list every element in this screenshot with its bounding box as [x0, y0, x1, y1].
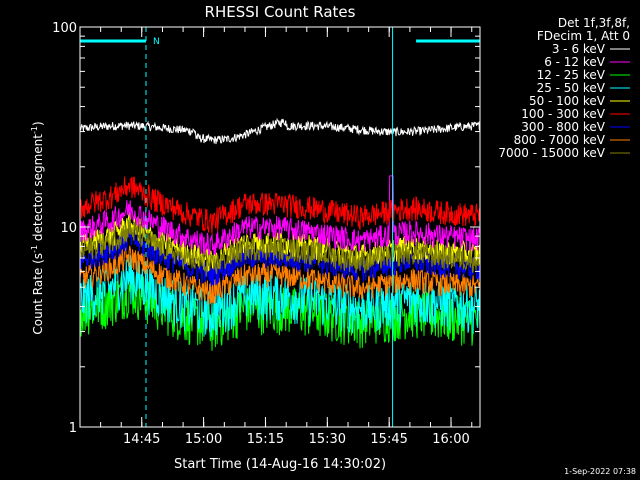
plot-area: N	[79, 27, 481, 427]
legend-label-9: 7000 - 15000 keV	[498, 146, 605, 160]
legend-label-2: 6 - 12 keV	[544, 55, 606, 69]
legend-label-5: 50 - 100 keV	[529, 94, 606, 108]
x-tick-label-4: 15:30	[309, 432, 346, 447]
footer-timestamp: 1-Sep-2022 07:38	[564, 467, 636, 476]
interval-bar-label-1: N	[153, 37, 160, 47]
legend: Det 1f,3f,8f, FDecim 1, Att 0 3 - 6 keV6…	[498, 16, 630, 160]
legend-label-6: 100 - 300 keV	[521, 107, 605, 121]
series-line-8	[79, 245, 481, 305]
y-axis-label-main: Count Rate (s	[31, 253, 45, 335]
y-tick-label-3: 100	[52, 21, 77, 36]
legend-label-7: 300 - 800 keV	[521, 120, 605, 134]
axes: 1 10 100 14:45 15:00 15:15 15:30 15:45 16:00	[52, 21, 481, 447]
legend-label-1: 3 - 6 keV	[552, 42, 606, 56]
x-tick-label-5: 15:45	[370, 432, 407, 447]
y-axis-label-sup1: -1	[30, 245, 39, 253]
legend-label-8: 800 - 7000 keV	[514, 133, 606, 147]
series-line-2	[79, 175, 481, 256]
x-tick-label-2: 15:00	[185, 432, 222, 447]
y-axis-label: Count Rate (s-1 detector segment-1)	[30, 121, 45, 334]
series-line-4	[79, 255, 481, 337]
legend-label-4: 25 - 50 keV	[537, 81, 606, 95]
legend-label-3: 12 - 25 keV	[537, 68, 606, 82]
series-line-9	[79, 220, 481, 277]
y-axis-label-mid: detector segment	[31, 134, 45, 245]
y-axis-label-sup2: -1	[30, 126, 39, 134]
x-tick-label-3: 15:15	[247, 432, 284, 447]
y-tick-label-1: 1	[69, 421, 77, 436]
legend-header-2: FDecim 1, Att 0	[537, 29, 630, 43]
y-axis-label-end: )	[31, 121, 45, 126]
x-tick-label-6: 16:00	[432, 432, 469, 447]
chart-title: RHESSI Count Rates	[205, 3, 356, 21]
legend-header-1: Det 1f,3f,8f,	[558, 16, 630, 30]
x-tick-label-1: 14:45	[123, 432, 160, 447]
series-line-1	[79, 117, 481, 145]
series-line-6	[79, 176, 481, 235]
x-axis-label: Start Time (14-Aug-16 14:30:02)	[174, 457, 386, 472]
y-tick-label-2: 10	[60, 221, 77, 236]
